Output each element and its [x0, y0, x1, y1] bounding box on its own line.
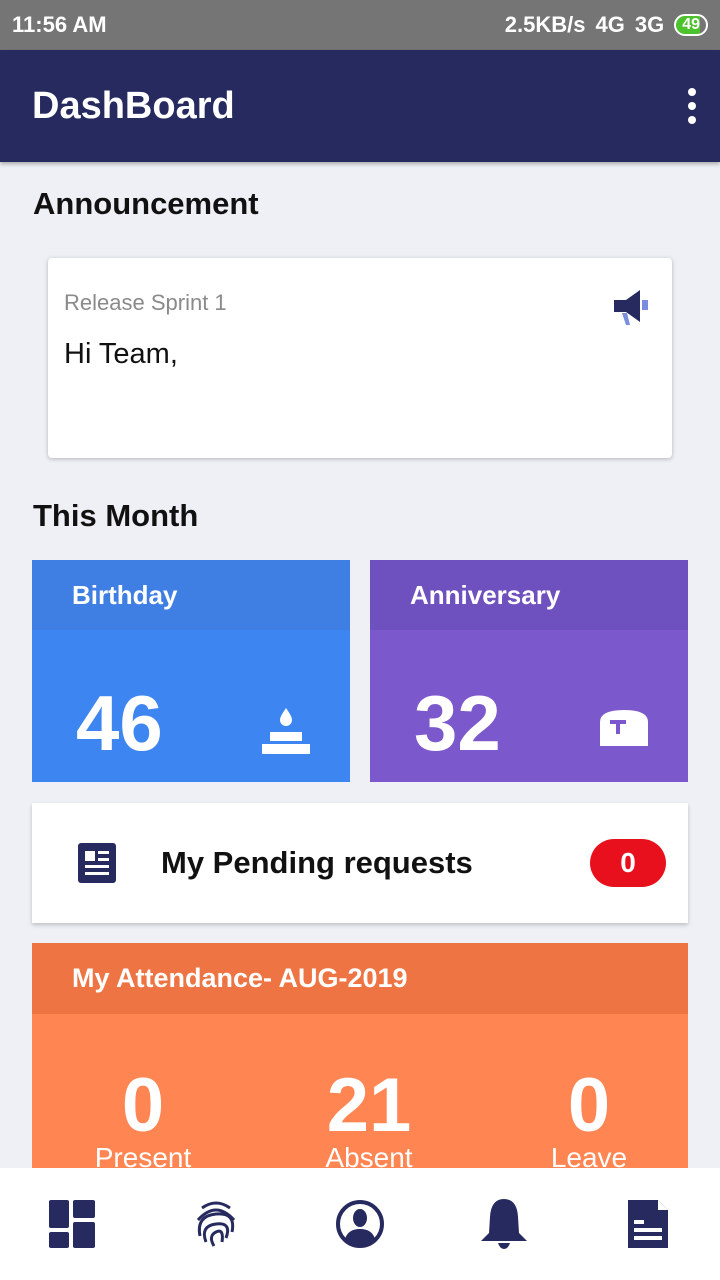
page-title: DashBoard [32, 84, 235, 127]
absent-value: 21 [326, 1063, 412, 1148]
app-bar: DashBoard [0, 50, 720, 162]
leave-label: Leave [550, 1142, 628, 1173]
attendance-leave: 0 Leave [509, 1068, 669, 1172]
announcement-body: Hi Team, [64, 338, 178, 370]
leave-value: 0 [567, 1063, 611, 1148]
announcement-heading: Announcement [33, 186, 259, 221]
anniversary-count: 32 [414, 679, 501, 767]
network-speed: 2.5KB/s [504, 12, 586, 37]
bell-icon[interactable] [469, 1199, 539, 1249]
cake-icon [262, 708, 310, 754]
fingerprint-icon[interactable] [181, 1200, 251, 1248]
birthday-count: 46 [76, 679, 163, 767]
pending-count-badge: 0 [590, 839, 666, 887]
pending-requests-card[interactable]: My Pending requests 0 [32, 803, 688, 923]
pending-requests-label: My Pending requests [161, 845, 473, 880]
status-time: 11:56 AM [12, 12, 107, 37]
attendance-absent: 21 Absent [289, 1068, 449, 1172]
birthday-tile[interactable]: Birthday 46 [32, 560, 350, 782]
anniversary-tile[interactable]: Anniversary 32 [370, 560, 688, 782]
overflow-menu-icon[interactable] [688, 88, 696, 124]
attendance-present: 0 Present [63, 1068, 223, 1172]
this-month-heading: This Month [33, 498, 199, 533]
document-icon[interactable] [613, 1200, 683, 1248]
network-4g: 4G [595, 12, 625, 37]
bottom-navigation [0, 1168, 720, 1280]
announcement-card[interactable]: Release Sprint 1 Hi Team, [48, 258, 672, 458]
attendance-title: My Attendance- AUG-2019 [32, 943, 688, 1014]
absent-label: Absent [325, 1142, 413, 1173]
network-3g: 3G [634, 12, 665, 37]
profile-icon[interactable] [325, 1199, 395, 1249]
status-bar: 11:56 AM 2.5KB/s 4G 3G 49 [0, 0, 720, 50]
dashboard-icon[interactable] [37, 1200, 107, 1248]
birthday-label: Birthday [32, 560, 350, 630]
anniversary-label: Anniversary [370, 560, 688, 630]
present-value: 0 [121, 1063, 165, 1148]
battery-icon: 49 [674, 14, 708, 36]
announcement-title: Release Sprint 1 [64, 290, 227, 315]
present-label: Present [94, 1142, 192, 1173]
attendance-card[interactable]: My Attendance- AUG-2019 0 Present 21 Absen… [32, 943, 688, 1183]
gift-box-icon [600, 710, 648, 746]
megaphone-icon [614, 290, 648, 325]
request-list-icon [78, 843, 116, 883]
